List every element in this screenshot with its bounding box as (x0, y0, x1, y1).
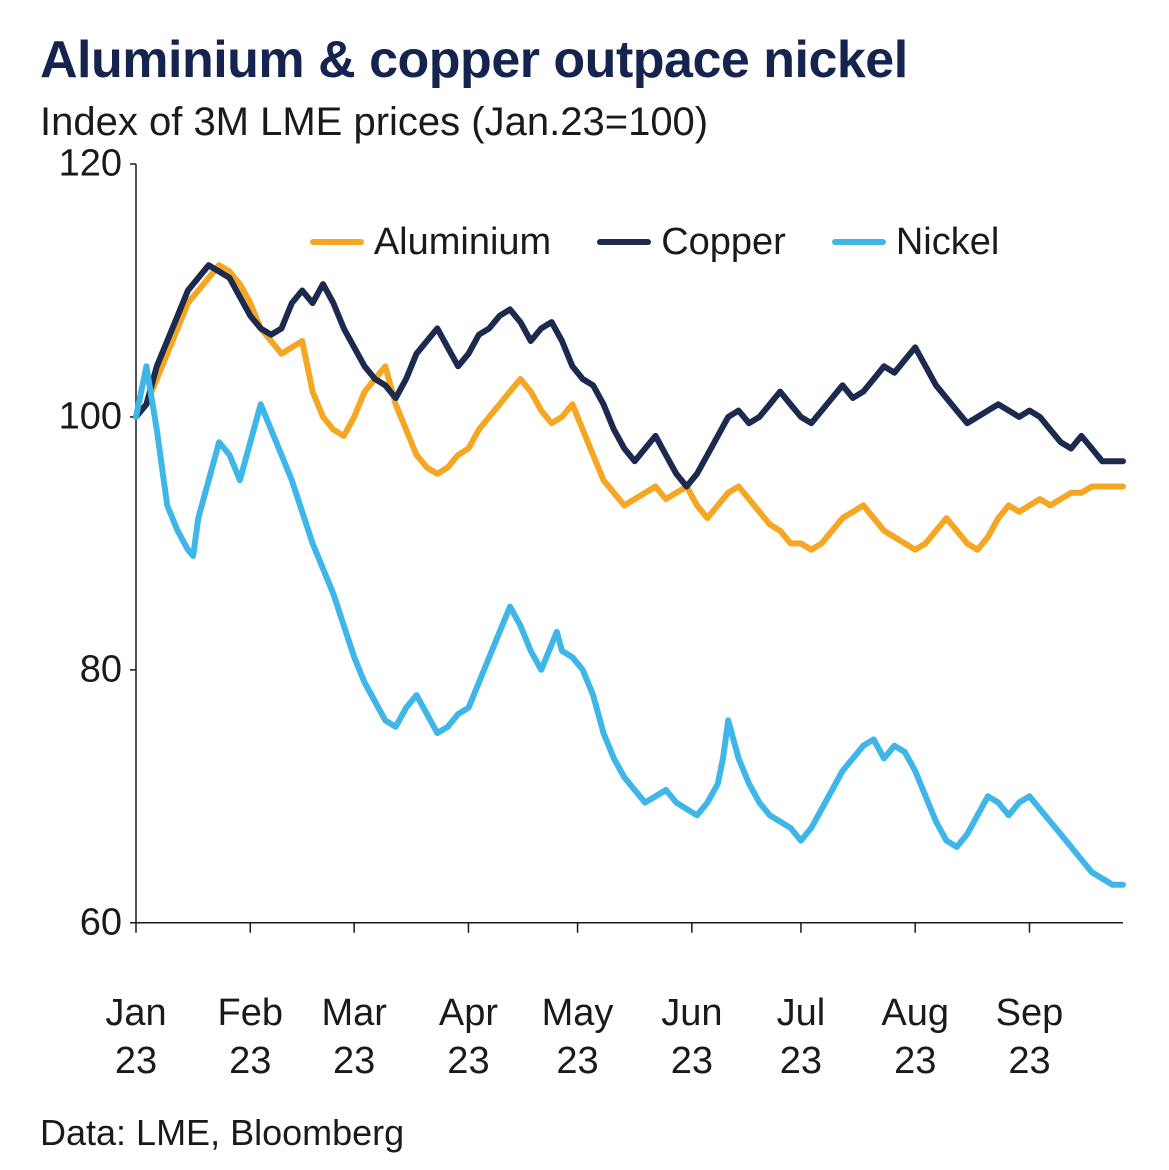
legend-item-nickel: Nickel (832, 221, 999, 264)
plot-area: Aluminium Copper Nickel (130, 160, 1129, 990)
legend-label: Nickel (896, 221, 999, 264)
legend-label: Copper (661, 221, 786, 264)
chart-container: Aluminium & copper outpace nickel Index … (0, 0, 1169, 1170)
x-tick-label: Sep23 (996, 990, 1064, 1085)
series-nickel (136, 366, 1123, 885)
legend-swatch (832, 239, 886, 245)
y-tick-label: 120 (59, 143, 122, 186)
chart-source: Data: LME, Bloomberg (40, 1112, 1129, 1154)
x-tick-label: Aug23 (881, 990, 949, 1085)
x-axis: Jan23Feb23Mar23Apr23May23Jun23Jul23Aug23… (130, 990, 1129, 1100)
x-tick-label: Jan23 (105, 990, 166, 1085)
x-tick-label: Feb23 (218, 990, 283, 1085)
x-tick-label: Mar23 (321, 990, 386, 1085)
chart-subtitle: Index of 3M LME prices (Jan.23=100) (40, 100, 1129, 145)
chart-title: Aluminium & copper outpace nickel (40, 30, 1129, 90)
x-tick-label: Jun23 (661, 990, 722, 1085)
y-tick-label: 60 (80, 901, 122, 944)
legend: Aluminium Copper Nickel (310, 221, 1000, 264)
legend-item-copper: Copper (597, 221, 786, 264)
legend-label: Aluminium (374, 221, 551, 264)
y-tick-label: 80 (80, 648, 122, 691)
legend-swatch (597, 239, 651, 245)
y-axis: 6080100120 (40, 160, 130, 990)
y-tick-label: 100 (59, 395, 122, 438)
plot-svg (130, 160, 1129, 990)
legend-swatch (310, 239, 364, 245)
x-tick-label: Apr23 (439, 990, 498, 1085)
x-tick-label: May23 (542, 990, 614, 1085)
x-tick-label: Jul23 (777, 990, 826, 1085)
series-aluminium (136, 265, 1123, 550)
chart-area: 6080100120 AluminiumCopperNickel Jan23Fe… (40, 160, 1129, 1100)
legend-item-aluminium: Aluminium (310, 221, 551, 264)
